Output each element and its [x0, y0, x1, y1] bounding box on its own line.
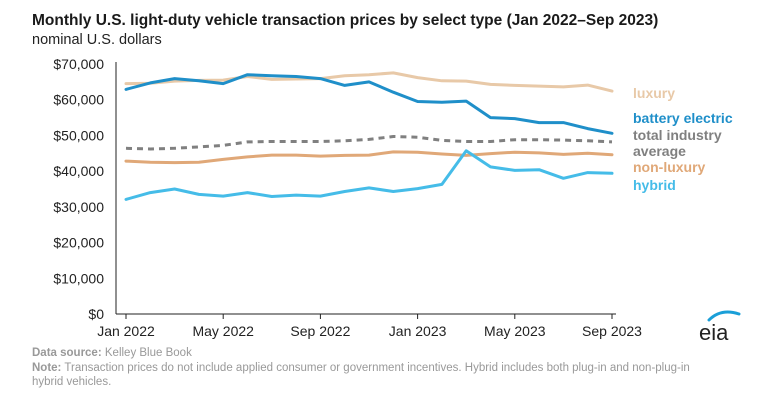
series-label-non_luxury: non-luxury — [633, 159, 706, 175]
series-label-line: hybrid — [633, 177, 676, 193]
y-tick-label: $20,000 — [53, 235, 104, 251]
series-line-non_luxury — [124, 150, 614, 165]
chart-title: Monthly U.S. light-duty vehicle transact… — [32, 12, 659, 29]
series-label-line: luxury — [633, 85, 675, 101]
x-tick-label: May 2023 — [484, 323, 546, 339]
y-tick-label: $50,000 — [53, 127, 104, 143]
series-label-line: battery electric — [633, 110, 733, 126]
y-tick-label: $60,000 — [53, 92, 104, 108]
series-label-line: average — [633, 143, 686, 159]
x-tick-label: May 2022 — [192, 323, 254, 339]
chart-subtitle: nominal U.S. dollars — [32, 32, 162, 48]
note-text: Transaction prices do not include applie… — [32, 362, 690, 388]
x-tick-label: Sep 2022 — [290, 323, 350, 339]
x-tick-label: Sep 2023 — [582, 323, 642, 339]
series-label-total_industry_average: total industry average — [633, 127, 722, 159]
series-line-hybrid — [124, 149, 614, 201]
series-label-luxury: luxury — [633, 85, 675, 101]
series-label-battery_electric: battery electric — [633, 110, 733, 126]
source-text: Kelley Blue Book — [104, 347, 192, 359]
y-tick-label: $30,000 — [53, 199, 104, 215]
data-source: Data source: Kelley Blue Book — [32, 347, 192, 359]
x-tick-label: Jan 2023 — [389, 323, 447, 339]
series-line-total_industry_average — [125, 135, 613, 151]
series-label-line: total industry — [633, 127, 722, 143]
series-line-battery_electric — [124, 73, 614, 135]
eia-logo-text: eia — [699, 320, 729, 345]
chart-note: Note: Transaction prices do not include … — [32, 361, 722, 389]
y-tick-label: $10,000 — [53, 270, 104, 286]
y-tick-label: $0 — [88, 306, 104, 322]
source-label: Data source: — [32, 347, 102, 359]
y-tick-label: $40,000 — [53, 163, 104, 179]
line-chart: $0 $10,000 $20,000 $30,000 $40,000 $50,000 $60… — [53, 56, 733, 339]
y-tick-label: $70,000 — [53, 56, 104, 72]
note-label: Note: — [32, 362, 62, 374]
eia-logo-arc — [707, 310, 741, 322]
eia-logo: eia — [699, 310, 741, 345]
x-tick-label: Jan 2022 — [97, 323, 155, 339]
series-label-line: non-luxury — [633, 159, 706, 175]
series-label-hybrid: hybrid — [633, 177, 676, 193]
